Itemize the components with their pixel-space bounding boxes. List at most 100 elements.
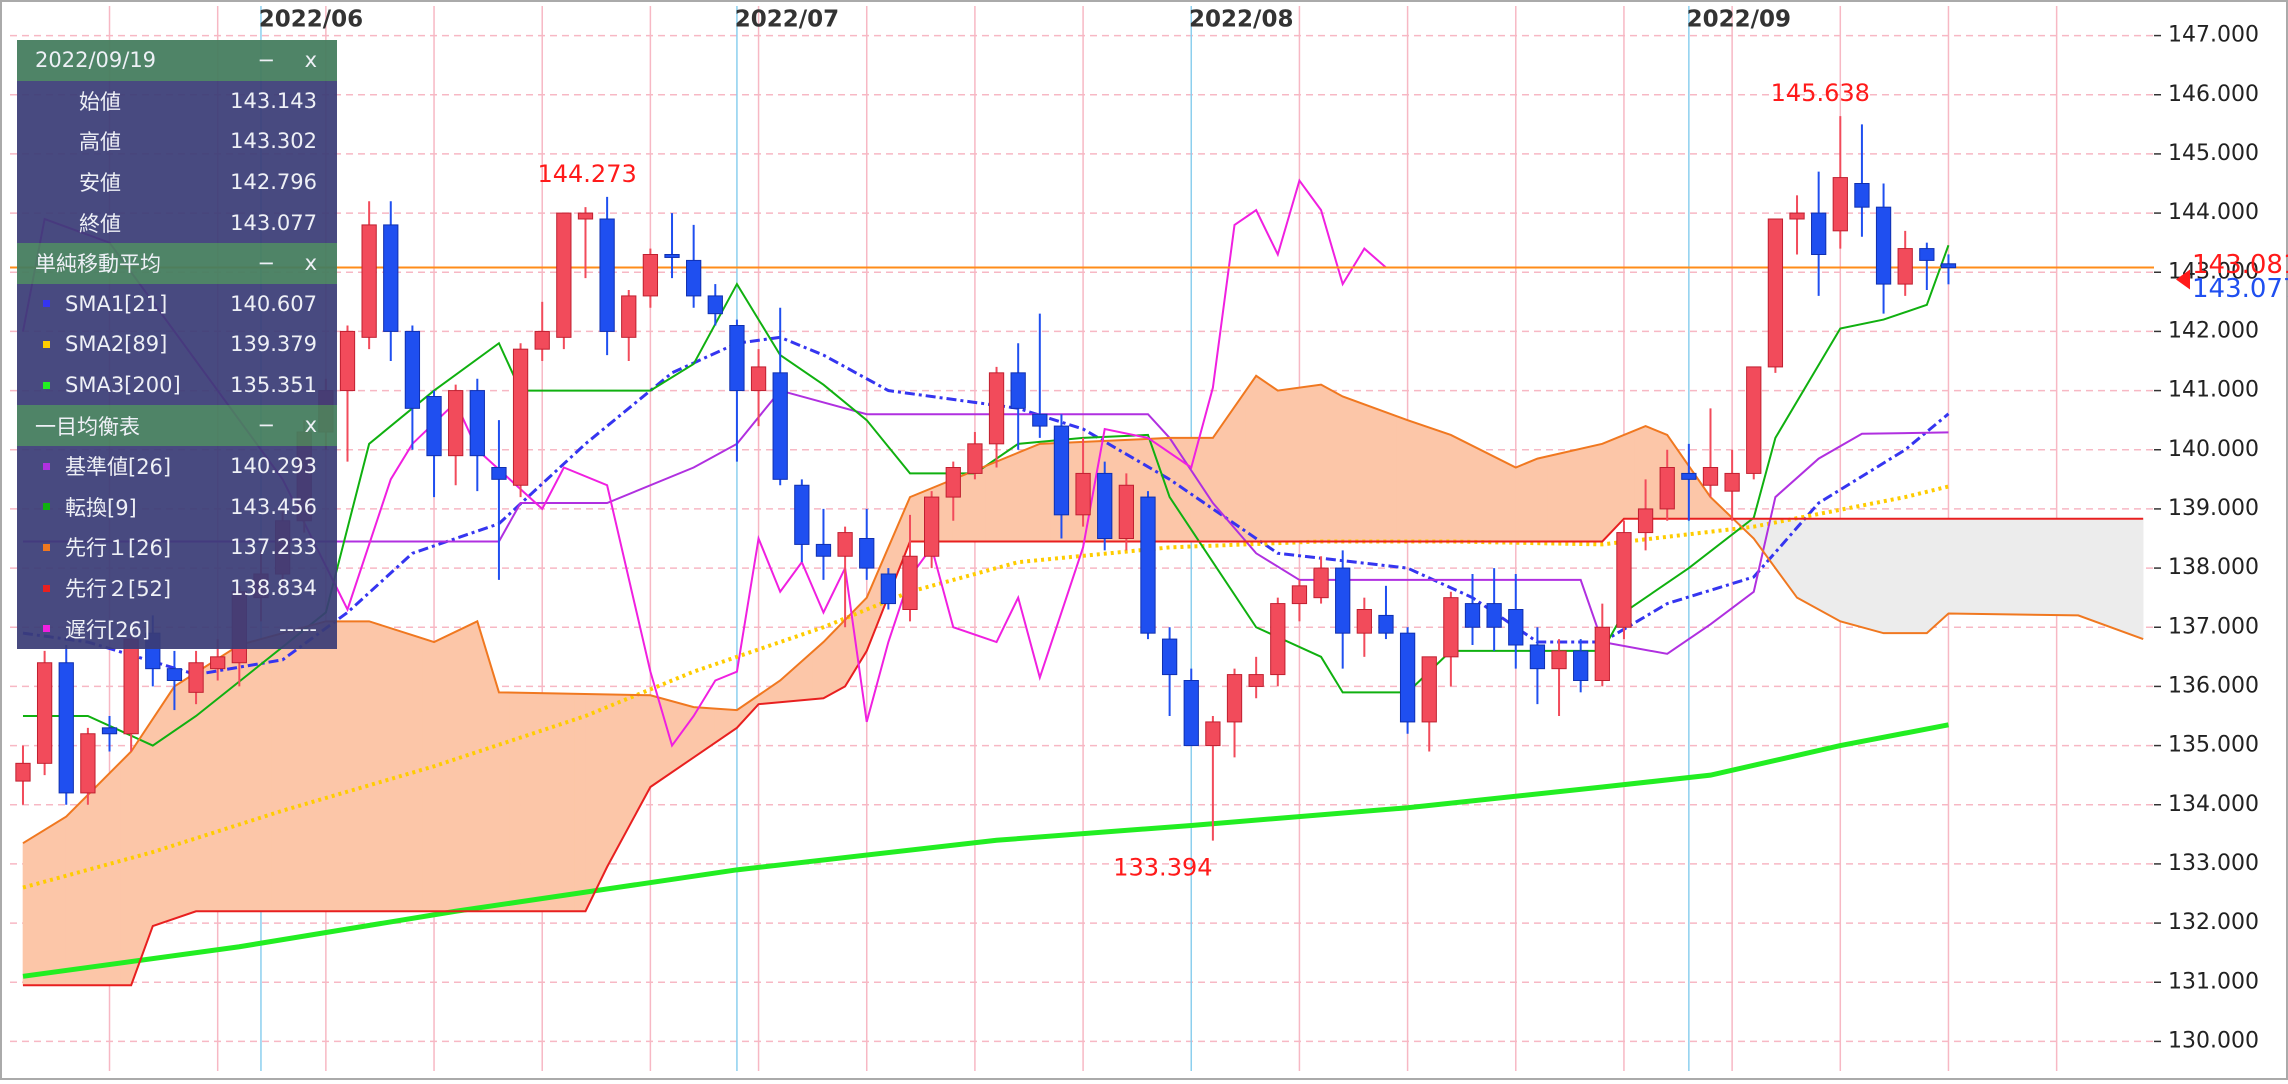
- legend-value: 143.456: [230, 494, 317, 519]
- cloud: [1937, 518, 1949, 624]
- candle-body: [859, 538, 875, 569]
- indicator-row: SMA1[21] 140.607: [17, 283, 337, 325]
- cloud: [682, 703, 694, 766]
- cloud: [65, 805, 78, 986]
- cloud: [1580, 445, 1592, 542]
- candle-body: [1183, 680, 1199, 747]
- info-panel: 2022/09/19 − x 始値 143.143 高値 143.302 安値 142.796 終…: [17, 40, 337, 649]
- cloud: [1850, 518, 1863, 628]
- cloud: [963, 470, 976, 542]
- panel-title: 2022/09/19: [35, 48, 157, 73]
- minimize-button[interactable]: −: [257, 250, 275, 275]
- cloud: [390, 627, 402, 912]
- cloud: [1515, 462, 1527, 542]
- legend-name: SMA1[21]: [65, 291, 168, 316]
- cloud: [1591, 443, 1603, 542]
- cloud: [574, 693, 586, 912]
- indicator-row: 先行１[26] 137.233: [17, 527, 337, 568]
- close-button[interactable]: x: [304, 48, 317, 72]
- cloud: [120, 750, 132, 986]
- candle-body: [1270, 603, 1286, 676]
- cloud: [347, 621, 359, 912]
- cloud: [44, 822, 56, 986]
- legend-value: 139.379: [230, 332, 317, 357]
- cloud: [1331, 390, 1343, 542]
- cloud: [1288, 387, 1300, 542]
- candle-body: [15, 762, 31, 782]
- legend-name: SMA2[89]: [65, 332, 168, 357]
- cloud: [974, 465, 987, 542]
- y-tick-label: 132.000: [2168, 910, 2259, 935]
- indicator-line: [22, 389, 1949, 655]
- legend-name: 先行１[26]: [65, 536, 172, 561]
- ohlc-label: 安値: [79, 171, 121, 196]
- cloud: [433, 636, 446, 912]
- cloud: [2099, 518, 2112, 628]
- candle-body: [1248, 674, 1264, 687]
- cloud: [509, 692, 521, 912]
- cloud: [1796, 518, 1809, 605]
- cloud: [1537, 455, 1549, 542]
- ohlc-value: 142.796: [230, 170, 317, 195]
- y-tick-label: 135.000: [2168, 733, 2259, 758]
- candle-body: [166, 668, 183, 682]
- close-button[interactable]: x: [304, 413, 317, 438]
- indicator-row: 遅行[26] -----: [17, 608, 337, 649]
- candle-body: [772, 372, 788, 480]
- cloud: [1915, 518, 1928, 634]
- candle-body: [534, 330, 550, 350]
- cloud: [2077, 518, 2090, 620]
- cloud: [379, 624, 392, 912]
- y-tick-label: 130.000: [2168, 1028, 2259, 1053]
- ohlc-label: 始値: [79, 89, 121, 114]
- candle-body: [1464, 603, 1481, 628]
- cloud: [1342, 396, 1354, 542]
- cloud: [466, 620, 478, 912]
- candle-body: [1767, 218, 1784, 368]
- price-label: 143.081: [2192, 250, 2288, 280]
- cloud: [1926, 518, 1938, 634]
- cloud: [455, 626, 467, 912]
- candle-body: [707, 295, 723, 315]
- candle-body: [1356, 609, 1372, 634]
- legend-name: SMA3[200]: [65, 373, 181, 398]
- minimize-button[interactable]: −: [257, 413, 275, 438]
- x-tick-label: 2022/07: [735, 7, 839, 33]
- candle-body: [988, 372, 1005, 445]
- candle-body: [58, 662, 74, 794]
- cloud: [617, 694, 630, 848]
- cloud: [2121, 518, 2133, 636]
- cloud: [1980, 518, 1993, 615]
- cloud: [55, 816, 67, 986]
- low-label: 133.394: [1113, 854, 1212, 882]
- candle-body: [1226, 674, 1243, 723]
- candle-body: [210, 656, 226, 670]
- candle-body: [1854, 183, 1870, 208]
- cloud: [239, 641, 251, 912]
- cloud: [909, 492, 922, 542]
- minimize-button[interactable]: −: [257, 48, 275, 72]
- cloud: [260, 635, 273, 912]
- candle-body: [1053, 425, 1070, 516]
- legend-name: 基準値[26]: [65, 455, 172, 480]
- cloud: [109, 761, 121, 986]
- cloud: [368, 620, 381, 912]
- ohlc-row: 始値 143.143: [17, 80, 337, 122]
- cloud: [563, 693, 575, 912]
- cloud: [1190, 437, 1203, 542]
- cloud: [1904, 518, 1917, 634]
- cloud: [130, 734, 143, 986]
- cloud: [1818, 518, 1830, 616]
- cloud: [1623, 430, 1636, 520]
- cloud: [1829, 518, 1841, 622]
- cloud: [1364, 403, 1376, 542]
- candle-body: [1832, 177, 1848, 232]
- candle-body: [1897, 248, 1913, 285]
- candle-body: [729, 325, 745, 392]
- indicator-line: [22, 517, 2144, 987]
- cloud: [2132, 518, 2144, 640]
- cloud: [1245, 374, 1257, 542]
- close-button[interactable]: x: [304, 250, 317, 275]
